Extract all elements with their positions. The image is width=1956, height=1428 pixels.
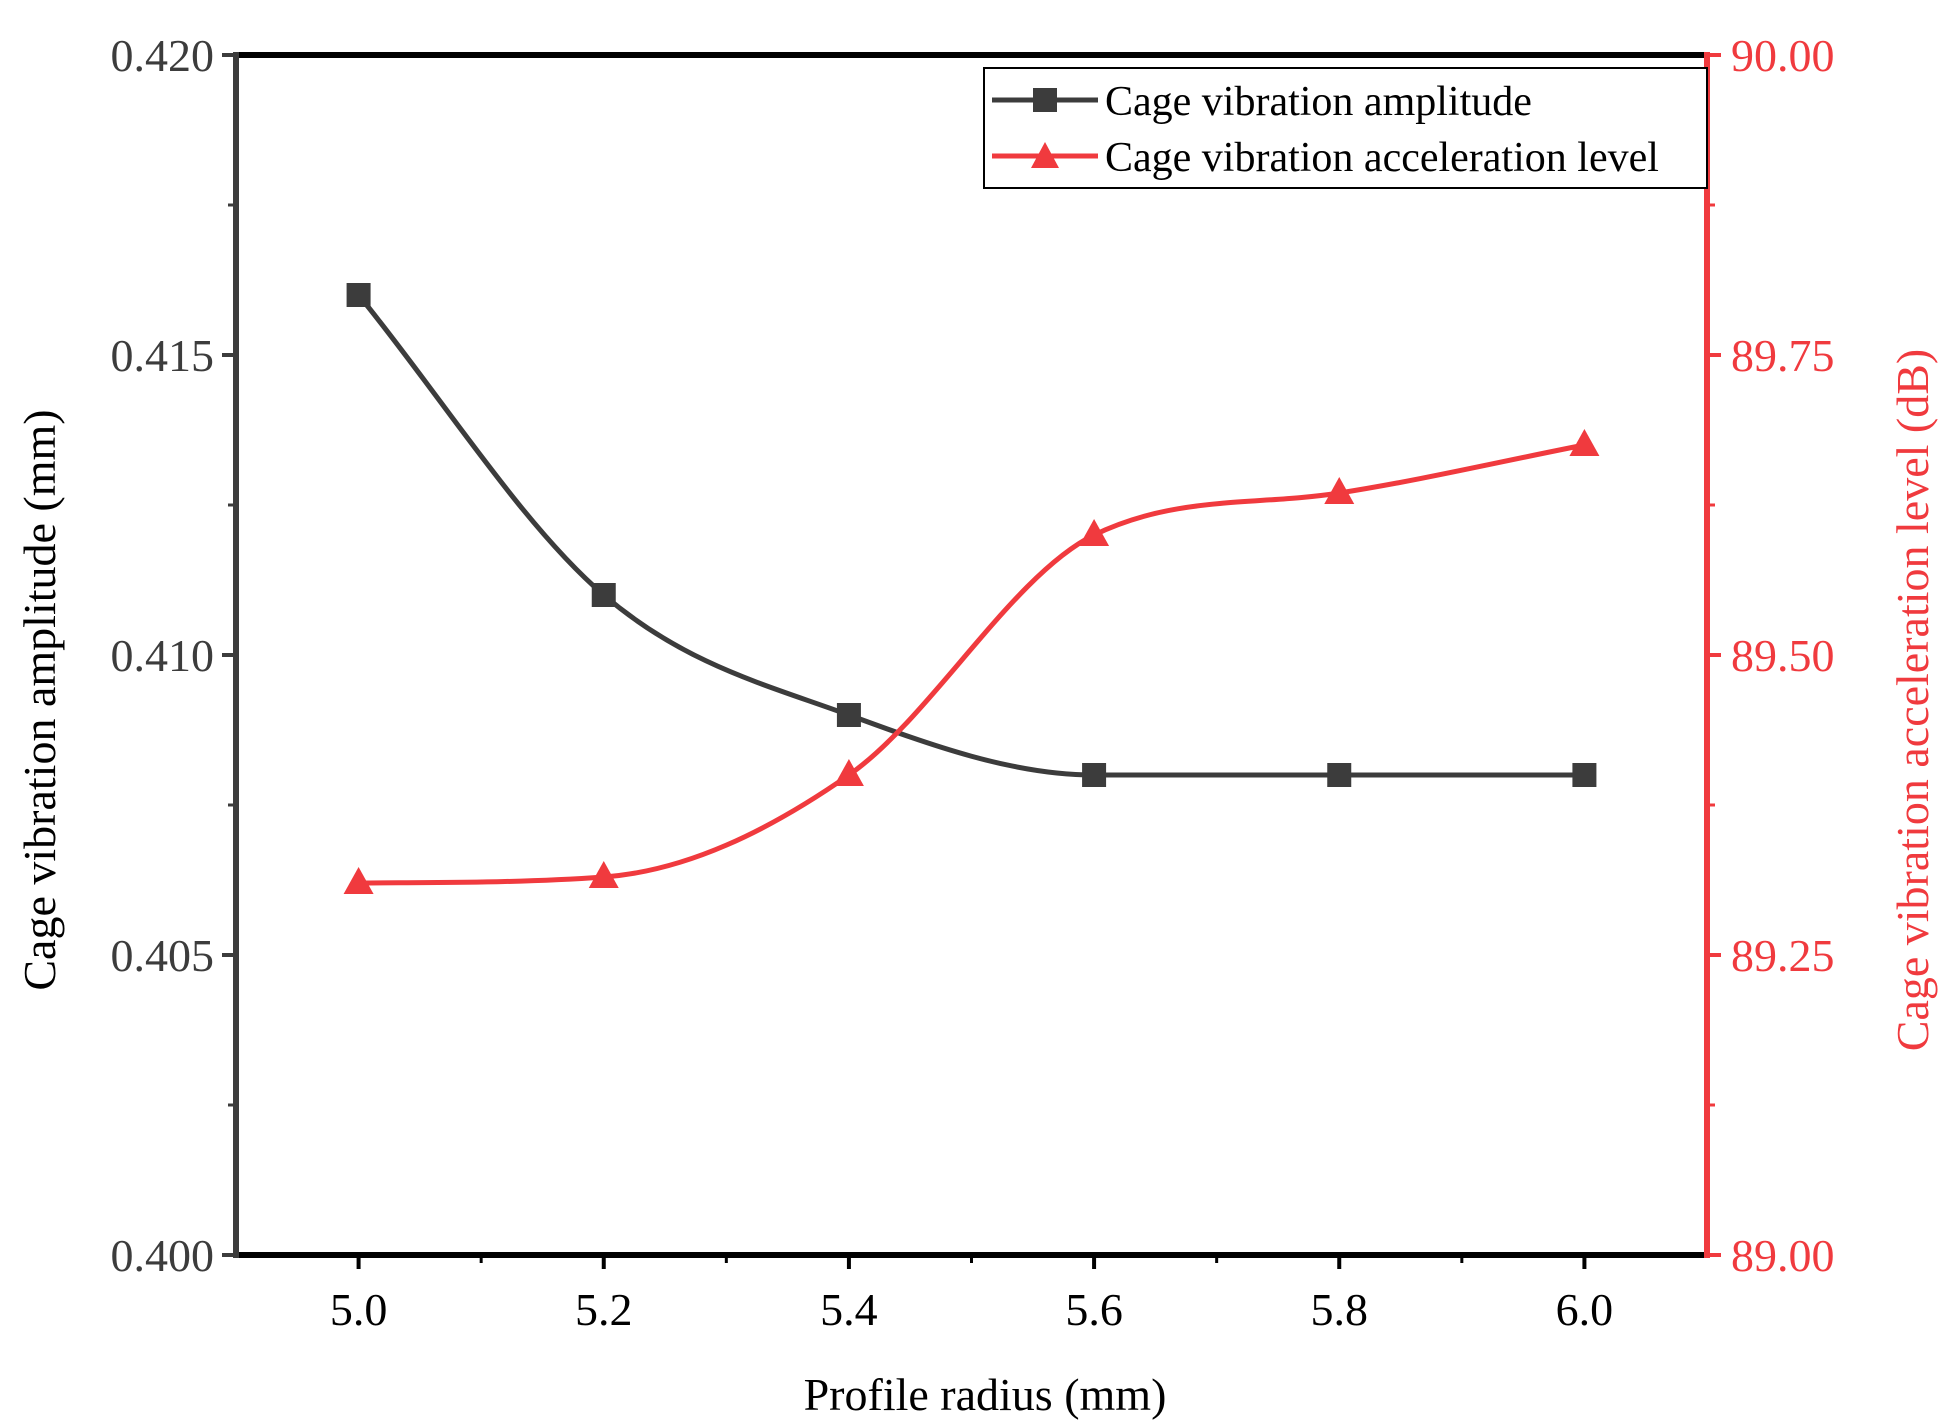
data-point-amplitude (836, 703, 861, 727)
data-point-amplitude (1082, 763, 1107, 787)
data-point-amplitude (1572, 763, 1597, 787)
right-tick-label: 89.00 (1731, 1230, 1835, 1281)
left-tick-label: 0.400 (111, 1230, 215, 1281)
legend-marker-square (1033, 88, 1057, 112)
data-point-acceleration (833, 759, 864, 786)
x-tick-label: 6.0 (1556, 1284, 1614, 1335)
right-tick-label: 89.25 (1731, 930, 1835, 981)
left-tick-label: 0.405 (111, 930, 215, 981)
series-line-acceleration (358, 442, 1585, 886)
left-tick-label: 0.420 (111, 30, 215, 81)
data-point-acceleration (1079, 519, 1110, 546)
x-tick-label: 5.2 (575, 1284, 633, 1335)
right-axis-title: Cage vibration acceleration level (dB) (1887, 349, 1938, 1051)
legend-label-amplitude: Cage vibration amplitude (1105, 79, 1532, 125)
data-point-amplitude (1327, 763, 1352, 787)
legend-box (983, 67, 1708, 189)
left-tick-label: 0.415 (111, 330, 215, 381)
series-line-amplitude (356, 293, 1585, 778)
x-tick-label: 5.6 (1065, 1284, 1123, 1335)
data-point-acceleration (1324, 477, 1355, 504)
x-tick-label: 5.0 (330, 1284, 388, 1335)
right-tick-label: 89.75 (1731, 330, 1835, 381)
data-point-amplitude (346, 283, 371, 307)
legend-label-acceleration: Cage vibration acceleration level (1105, 135, 1659, 181)
right-tick-label: 90.00 (1731, 30, 1835, 81)
data-point-acceleration (1569, 429, 1600, 456)
data-point-amplitude (591, 583, 616, 607)
right-tick-label: 89.50 (1731, 630, 1835, 681)
legend: Cage vibration amplitude Cage vibration … (983, 67, 1708, 189)
left-tick-label: 0.410 (111, 630, 215, 681)
legend-marker-triangle (1031, 142, 1059, 168)
left-axis-title: Cage vibration amplitude (mm) (14, 409, 65, 990)
x-axis-title: Profile radius (mm) (804, 1369, 1167, 1420)
x-tick-label: 5.4 (820, 1284, 878, 1335)
data-point-acceleration (343, 867, 374, 894)
x-tick-label: 5.8 (1311, 1284, 1369, 1335)
data-point-acceleration (588, 861, 619, 888)
